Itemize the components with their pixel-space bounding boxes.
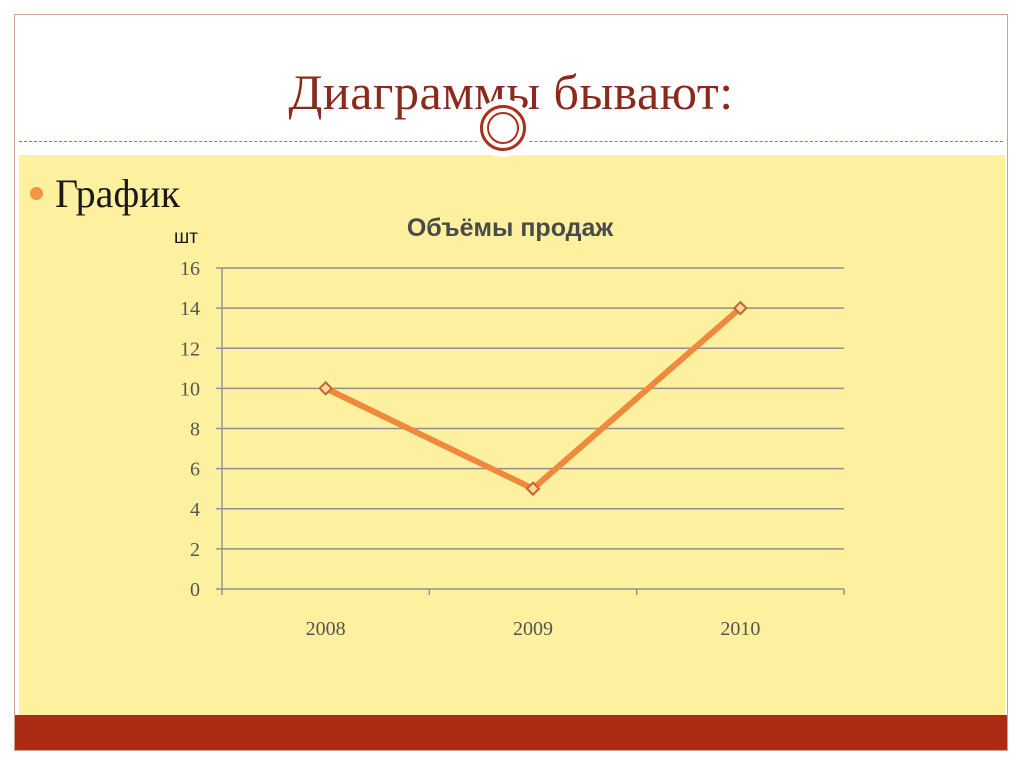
y-tick-label: 0 (190, 579, 200, 601)
bullet-item: График (30, 168, 180, 218)
y-tick-label: 12 (180, 338, 200, 360)
ornament-outer-ring (480, 105, 526, 151)
x-tick-label: 2009 (513, 618, 553, 640)
y-tick-label: 14 (180, 298, 200, 320)
series (318, 300, 748, 497)
circle-ornament-icon (474, 99, 532, 157)
series-line (322, 305, 744, 492)
y-tick-label: 16 (180, 258, 200, 280)
data-point-marker (525, 481, 541, 497)
data-point-marker (732, 300, 748, 316)
bullet-text: График (55, 170, 181, 216)
y-tick-label: 6 (190, 459, 200, 481)
chart-title: Объёмы продаж (407, 214, 614, 242)
y-unit-label: шт (174, 227, 198, 248)
y-tick-labels: 0 2 4 6 8 10 12 14 16 (180, 258, 200, 601)
x-tick-label: 2008 (306, 618, 346, 640)
ornament-inner-ring (487, 112, 519, 144)
axes (216, 267, 845, 595)
y-tick-label: 8 (190, 419, 200, 441)
content-area (19, 155, 1005, 715)
x-tick-labels: 2008 2009 2010 (306, 618, 761, 640)
x-tick-label: 2010 (720, 618, 760, 640)
bullet-dot-icon (30, 186, 43, 200)
bottom-bar (15, 715, 1007, 750)
y-tick-label: 4 (190, 499, 200, 521)
gridlines (222, 267, 844, 550)
y-tick-label: 2 (190, 539, 200, 561)
data-point-marker (318, 380, 334, 396)
y-tick-label: 10 (180, 378, 200, 400)
